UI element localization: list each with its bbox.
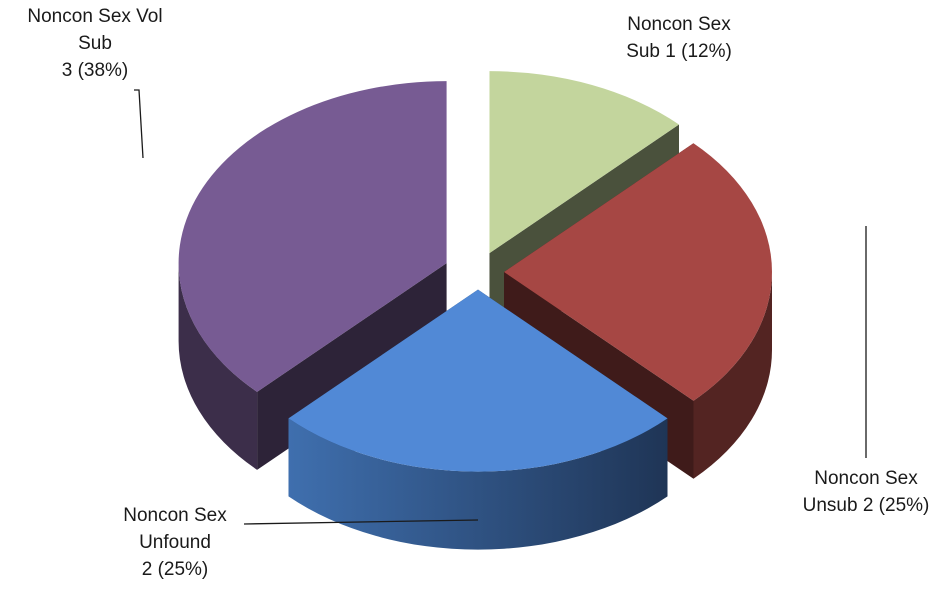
leader-vol-sub	[134, 89, 144, 159]
slice-unfound-wall	[288, 418, 668, 550]
slice-unfound-top	[288, 289, 668, 472]
leader-unfound	[243, 519, 479, 525]
slice-label-sub: Noncon Sex Sub 1 (12%)	[626, 14, 732, 62]
slice-label-vol-sub: Noncon Sex Vol Sub 3 (38%)	[27, 6, 163, 81]
slice-vol-sub-wall	[178, 263, 258, 470]
slice-sub-top	[489, 71, 679, 254]
slice-unsub-wall	[693, 272, 772, 479]
slice-unsub-top	[504, 143, 772, 401]
slice-vol-sub-top	[178, 81, 447, 392]
slice-label-unsub: Noncon Sex Unsub 2 (25%)	[802, 468, 930, 516]
slice-label-unfound: Noncon Sex Unfound 2 (25%)	[123, 505, 227, 580]
